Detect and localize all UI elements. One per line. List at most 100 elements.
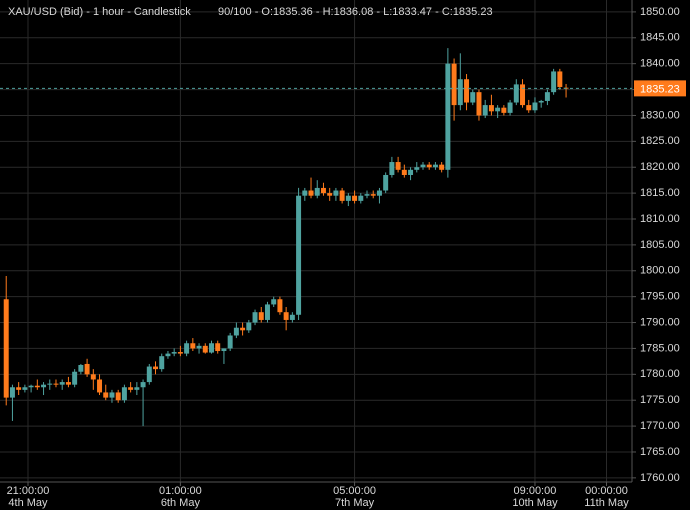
candle-body bbox=[109, 392, 115, 398]
candle-body bbox=[84, 363, 90, 375]
candle-body bbox=[78, 364, 84, 372]
candle-body bbox=[277, 299, 283, 313]
y-tick-label: 1850.00 bbox=[640, 6, 680, 18]
x-tick-label: 01:00:00 bbox=[159, 485, 202, 497]
candle-body bbox=[9, 387, 15, 398]
candle-body bbox=[159, 356, 165, 370]
candle-body bbox=[215, 343, 221, 352]
chart-title: XAU/USD (Bid) - 1 hour - Candlestick bbox=[8, 6, 191, 18]
candle-body bbox=[196, 345, 202, 349]
candle-body bbox=[445, 63, 451, 170]
candle-body bbox=[352, 195, 358, 201]
grid bbox=[0, 0, 632, 482]
x-tick-label: 09:00:00 bbox=[514, 485, 557, 497]
candle-body bbox=[501, 107, 507, 113]
x-tick-date: 10th May bbox=[512, 497, 558, 509]
candle-body bbox=[476, 92, 482, 116]
candle-body bbox=[401, 169, 407, 175]
x-tick-label: 21:00:00 bbox=[7, 485, 50, 497]
candle-body bbox=[246, 322, 252, 331]
candle-body bbox=[53, 383, 59, 385]
candle-body bbox=[308, 190, 314, 196]
candle-body bbox=[557, 71, 563, 87]
candle-body bbox=[153, 366, 158, 370]
candle-body bbox=[495, 107, 501, 112]
y-tick-label: 1765.00 bbox=[640, 446, 680, 458]
x-tick-date: 6th May bbox=[161, 497, 201, 509]
candle-body bbox=[364, 194, 370, 196]
candle-body bbox=[314, 187, 320, 196]
candle-body bbox=[240, 327, 246, 331]
y-tick-label: 1830.00 bbox=[640, 109, 680, 121]
candle-body bbox=[544, 92, 550, 101]
y-tick-label: 1780.00 bbox=[640, 368, 680, 380]
candle-body bbox=[140, 382, 146, 388]
candle-body bbox=[289, 314, 295, 320]
candle-body bbox=[121, 387, 127, 401]
candle-body bbox=[414, 167, 420, 170]
candle-body bbox=[3, 299, 9, 398]
candle-body bbox=[457, 79, 463, 106]
candle-body bbox=[488, 105, 494, 112]
candle-body bbox=[464, 79, 470, 103]
candle-body bbox=[283, 312, 289, 320]
candle-body bbox=[302, 190, 308, 196]
y-tick-label: 1775.00 bbox=[640, 394, 680, 406]
candle-body bbox=[395, 162, 401, 170]
y-tick-label: 1810.00 bbox=[640, 213, 680, 225]
candle-body bbox=[532, 102, 538, 111]
candle-body bbox=[358, 195, 364, 201]
candle-body bbox=[507, 102, 513, 113]
candle-body bbox=[520, 84, 526, 106]
y-tick-label: 1785.00 bbox=[640, 342, 680, 354]
candle-body bbox=[432, 164, 438, 168]
candle-body bbox=[482, 105, 488, 116]
candle-body bbox=[339, 190, 345, 201]
candle-body bbox=[115, 392, 121, 401]
candle-body bbox=[65, 382, 71, 385]
candle-body bbox=[146, 366, 152, 383]
candle-body bbox=[551, 71, 557, 93]
x-tick-date: 7th May bbox=[335, 497, 375, 509]
x-tick-label: 05:00:00 bbox=[333, 485, 376, 497]
candle-body bbox=[16, 387, 22, 390]
y-tick-label: 1795.00 bbox=[640, 291, 680, 303]
candle-body bbox=[439, 164, 445, 170]
candle-body bbox=[383, 174, 389, 191]
candle-body bbox=[184, 343, 190, 354]
candle-body bbox=[470, 92, 476, 103]
candle-body bbox=[538, 100, 544, 103]
candle-body bbox=[72, 371, 78, 385]
candle-body bbox=[296, 195, 302, 315]
candle-body bbox=[376, 190, 382, 196]
y-tick-label: 1805.00 bbox=[640, 239, 680, 251]
candle-body bbox=[271, 299, 277, 305]
candle-body bbox=[177, 352, 183, 354]
ohlc-readout: 90/100 - O:1835.36 - H:1836.08 - L:1833.… bbox=[218, 6, 493, 18]
candle-body bbox=[526, 105, 532, 111]
candles bbox=[3, 48, 569, 427]
candle-body bbox=[190, 343, 196, 349]
x-tick-date: 11th May bbox=[584, 497, 629, 509]
candle-body bbox=[258, 312, 264, 320]
candle-body bbox=[103, 392, 109, 398]
candle-body bbox=[90, 374, 96, 380]
price-label: 1835.23 bbox=[640, 83, 680, 95]
price-label-box bbox=[634, 80, 686, 97]
candle-body bbox=[345, 195, 351, 201]
y-tick-label: 1770.00 bbox=[640, 420, 680, 432]
candle-body bbox=[333, 190, 339, 196]
candle-body bbox=[513, 84, 519, 103]
candle-body bbox=[264, 304, 270, 320]
candle-body bbox=[59, 382, 65, 385]
candle-body bbox=[209, 343, 214, 353]
candle-body bbox=[221, 348, 227, 352]
candle-body bbox=[97, 379, 103, 393]
y-tick-label: 1820.00 bbox=[640, 161, 680, 173]
candle-body bbox=[28, 385, 34, 388]
y-tick-label: 1760.00 bbox=[640, 472, 680, 484]
y-tick-label: 1790.00 bbox=[640, 316, 680, 328]
y-tick-label: 1845.00 bbox=[640, 32, 680, 44]
